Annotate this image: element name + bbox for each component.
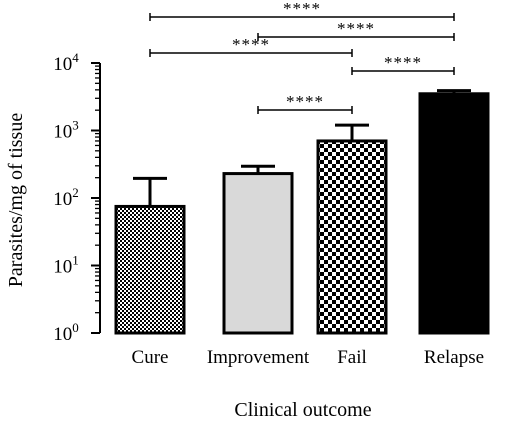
- plot-area: 100 101 102 103 104 Cure Improvement Fail Relaps…: [53, 0, 490, 368]
- x-tick-label: Improvement: [207, 347, 310, 368]
- bar-improvement: [222, 172, 294, 335]
- significance-label: ****: [384, 53, 422, 72]
- x-tick-label: Cure: [132, 347, 169, 368]
- bar-cure: [114, 204, 186, 335]
- y-tick-label: 102: [53, 185, 79, 210]
- y-tick-label: 104: [53, 50, 79, 75]
- y-axis-title: Parasites/mg of tissue: [5, 113, 27, 288]
- x-axis-title: Clinical outcome: [234, 399, 371, 421]
- significance-label: ****: [232, 35, 270, 54]
- bar-fail: [316, 139, 388, 335]
- x-tick-label: Relapse: [424, 347, 484, 368]
- significance-label: ****: [286, 92, 324, 111]
- y-tick-label: 100: [53, 320, 79, 345]
- significance-label: ****: [283, 0, 321, 18]
- x-tick-label: Fail: [337, 347, 367, 368]
- significance-label: ****: [337, 19, 375, 38]
- bar-relapse: [418, 92, 490, 335]
- y-tick-label: 101: [53, 253, 79, 278]
- y-tick-label: 103: [53, 118, 79, 143]
